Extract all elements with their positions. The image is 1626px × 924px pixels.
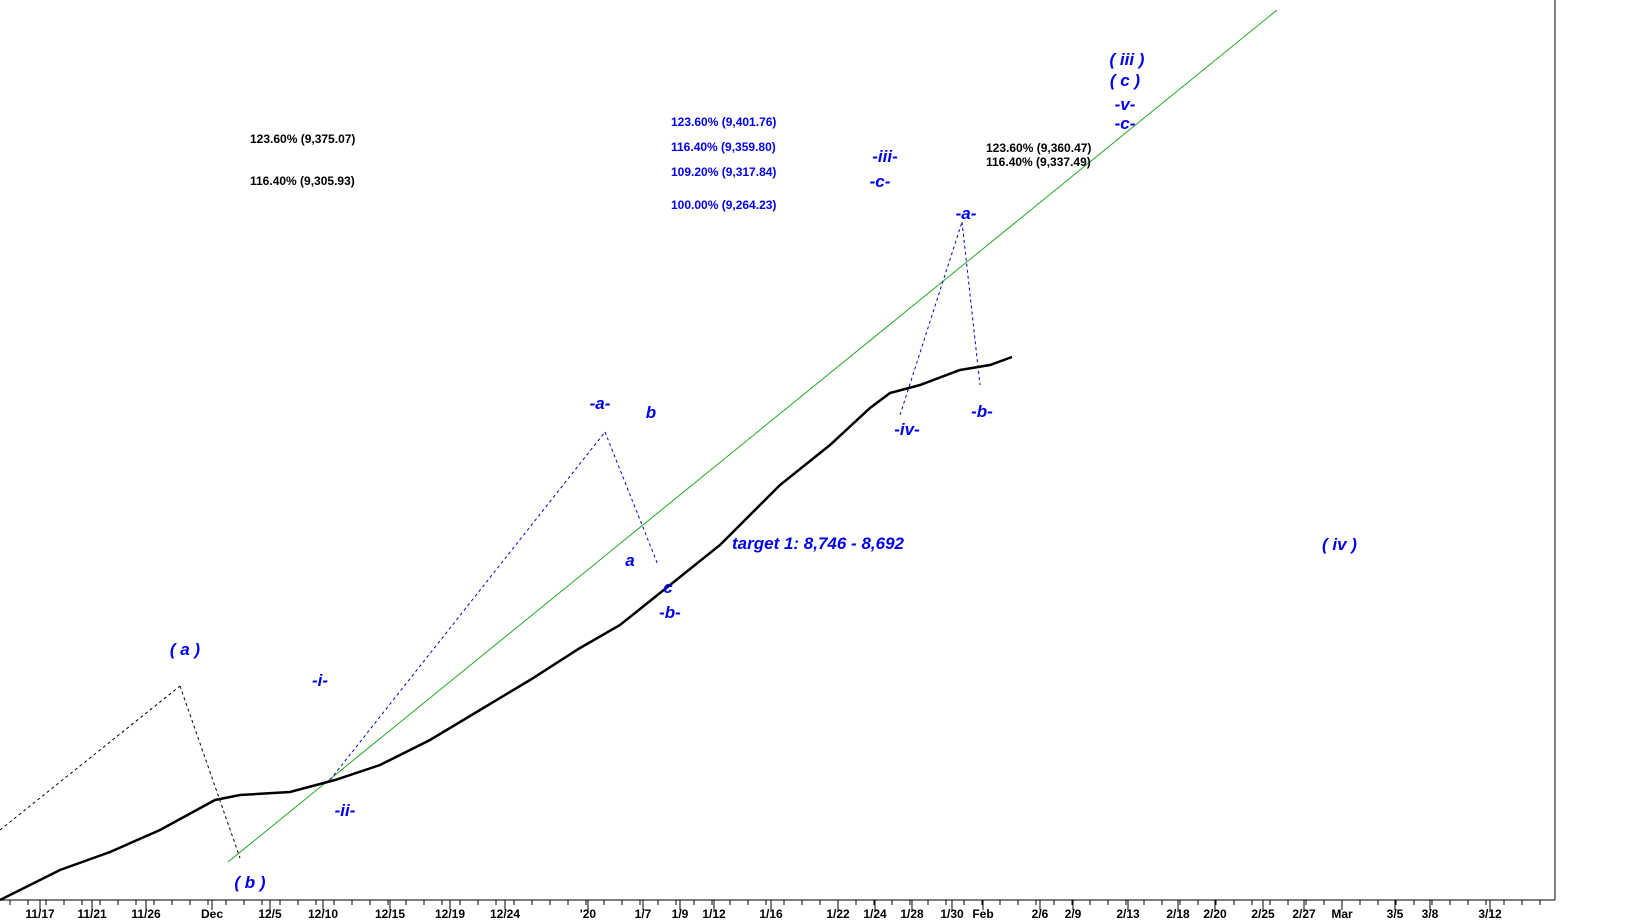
x-tick-label-18: Feb bbox=[972, 907, 993, 921]
fib-mid-label-1: 116.40% (9,359.80) bbox=[671, 140, 776, 154]
wave-label-0: ( iii ) bbox=[1110, 50, 1145, 69]
x-tick-label-21: 2/13 bbox=[1116, 907, 1140, 921]
wave-label-2: -v- bbox=[1115, 95, 1136, 114]
wave-path-2 bbox=[329, 431, 606, 781]
wave-label-12: c bbox=[663, 578, 673, 597]
x-tick-label-1: 11/21 bbox=[77, 907, 107, 921]
x-tick-label-14: 1/22 bbox=[826, 907, 850, 921]
axes-layer: 8,200.008,400.008,600.008,800.009,000.00… bbox=[0, 0, 1556, 901]
x-tick-label-3: Dec bbox=[201, 907, 223, 921]
wave-label-1: ( c ) bbox=[1110, 71, 1141, 90]
wave-lines-layer bbox=[0, 9, 1278, 863]
x-tick-label-25: 2/27 bbox=[1292, 907, 1316, 921]
x-tick-label-10: 1/7 bbox=[635, 907, 652, 921]
trend-line bbox=[227, 9, 1278, 863]
x-tick-label-12: 1/12 bbox=[702, 907, 726, 921]
x-tick-label-24: 2/25 bbox=[1251, 907, 1275, 921]
wave-label-13: -b- bbox=[659, 603, 681, 622]
wave-label-3: -c- bbox=[1115, 114, 1136, 133]
wave-label-17: ( b ) bbox=[234, 873, 265, 892]
wave-path-0 bbox=[0, 685, 181, 831]
wave-label-14: ( a ) bbox=[170, 640, 201, 659]
x-tick-label-4: 12/5 bbox=[258, 907, 282, 921]
x-tick-label-22: 2/18 bbox=[1166, 907, 1190, 921]
wave-label-15: -i- bbox=[312, 671, 328, 690]
x-tick-label-5: 12/10 bbox=[308, 907, 338, 921]
wave-label-4: -iii- bbox=[872, 147, 898, 166]
x-tick-label-13: 1/16 bbox=[759, 907, 783, 921]
wave-path-1 bbox=[179, 685, 241, 859]
x-tick-label-27: 3/5 bbox=[1387, 907, 1404, 921]
wave-label-11: a bbox=[625, 551, 634, 570]
x-tick-label-16: 1/28 bbox=[900, 907, 924, 921]
x-tick-label-6: 12/15 bbox=[375, 907, 405, 921]
x-tick-label-20: 2/9 bbox=[1065, 907, 1082, 921]
moving-average-layer bbox=[0, 355, 1013, 902]
wave-label-8: -b- bbox=[971, 402, 993, 421]
fib-box-label-1: 116.40% (9,337.49) bbox=[986, 155, 1091, 169]
x-tick-label-7: 12/19 bbox=[435, 907, 465, 921]
x-tick-label-19: 2/6 bbox=[1032, 907, 1049, 921]
wave-label-7: -iv- bbox=[894, 420, 920, 439]
x-tick-label-11: 1/9 bbox=[672, 907, 689, 921]
fib-mid-label-0: 123.60% (9,401.76) bbox=[671, 115, 776, 129]
fib-mid-label-2: 109.20% (9,317.84) bbox=[671, 165, 776, 179]
fib-mid-label-3: 100.00% (9,264.23) bbox=[671, 198, 776, 212]
target-label: target 1: 8,746 - 8,692 bbox=[732, 534, 905, 553]
target-wave-label: ( iv ) bbox=[1322, 535, 1357, 554]
wave-label-16: -ii- bbox=[335, 801, 356, 820]
fib-box-label-0: 123.60% (9,360.47) bbox=[986, 141, 1091, 155]
x-tick-label-17: 1/30 bbox=[940, 907, 964, 921]
wave-label-5: -c- bbox=[870, 172, 891, 191]
x-tick-label-8: 12/24 bbox=[490, 907, 520, 921]
wave-label-6: -a- bbox=[956, 204, 977, 223]
wave-label-9: -a- bbox=[590, 394, 611, 413]
x-ticks-layer: 11/17 11/21 11/26 Dec 12/5 12/10 12/15 12/19 12/… bbox=[9, 900, 1541, 921]
x-tick-label-15: 1/24 bbox=[863, 907, 887, 921]
x-tick-label-26: Mar bbox=[1331, 907, 1353, 921]
wave-path-4 bbox=[899, 221, 963, 416]
x-tick-label-23: 2/20 bbox=[1203, 907, 1227, 921]
x-tick-label-28: 3/8 bbox=[1422, 907, 1439, 921]
wave-label-10: b bbox=[646, 403, 656, 422]
x-tick-label-29: 3/12 bbox=[1478, 907, 1502, 921]
fib-left-label-1: 116.40% (9,305.93) bbox=[250, 174, 355, 188]
fib-left-label-0: 123.60% (9,375.07) bbox=[250, 132, 355, 146]
moving-average-line bbox=[0, 355, 1013, 902]
labels-layer: 123.60% (9,375.07) 116.40% (9,305.93) 123.… bbox=[170, 50, 1357, 892]
x-tick-label-9: '20 bbox=[580, 907, 597, 921]
x-tick-label-2: 11/26 bbox=[131, 907, 161, 921]
x-tick-label-0: 11/17 bbox=[25, 907, 55, 921]
